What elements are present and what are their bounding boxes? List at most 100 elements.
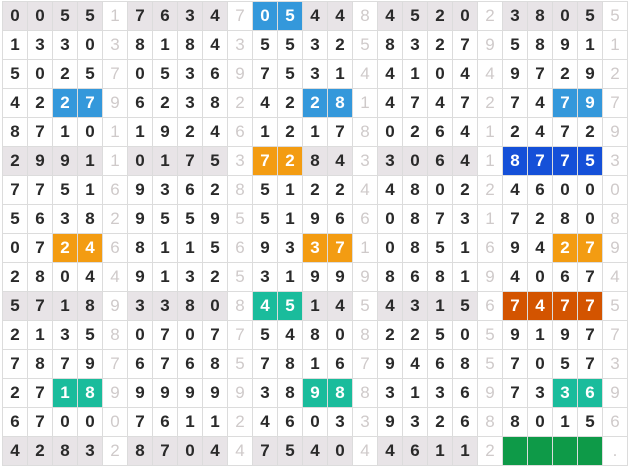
separator-digit-cell: 3 xyxy=(352,146,378,176)
digit-cell: 7 xyxy=(52,349,78,379)
digit-cell: 0 xyxy=(177,320,203,350)
digit-cell: 7 xyxy=(27,291,53,321)
digit-cell: 0 xyxy=(402,146,428,176)
digit-cell: 7 xyxy=(177,146,203,176)
digit-cell: 5 xyxy=(77,320,103,350)
digit-cell: 8 xyxy=(552,204,578,234)
digit-cell: 8 xyxy=(377,30,403,60)
digit-cell: 6 xyxy=(277,407,303,437)
digit-cell: 5 xyxy=(2,59,28,89)
digit-cell: 1 xyxy=(152,30,178,60)
digit-cell: 2 xyxy=(327,175,353,205)
highlighted-digit-cell xyxy=(502,436,528,466)
digit-cell: 7 xyxy=(502,204,528,234)
separator-digit-cell: 8 xyxy=(227,175,253,205)
separator-digit-cell: 7 xyxy=(227,1,253,31)
digit-cell: 3 xyxy=(252,262,278,292)
digit-cell: 6 xyxy=(202,59,228,89)
digit-cell: 5 xyxy=(577,407,603,437)
digit-cell: 0 xyxy=(552,175,578,205)
separator-digit-cell: 2 xyxy=(102,436,128,466)
digit-cell: 3 xyxy=(427,378,453,408)
digit-cell: 3 xyxy=(52,204,78,234)
digit-cell: 1 xyxy=(77,175,103,205)
digit-cell: 7 xyxy=(252,59,278,89)
digit-cell: 9 xyxy=(502,320,528,350)
digit-cell: 5 xyxy=(52,175,78,205)
digit-cell: 8 xyxy=(402,175,428,205)
digit-cell: 5 xyxy=(252,204,278,234)
digit-cell: 1 xyxy=(177,233,203,263)
digit-cell: 7 xyxy=(502,378,528,408)
digit-cell: 0 xyxy=(577,175,603,205)
digit-cell: 0 xyxy=(452,1,478,31)
separator-digit-cell: 6 xyxy=(102,233,128,263)
digit-cell: 3 xyxy=(402,407,428,437)
separator-digit-cell: 8 xyxy=(352,320,378,350)
digit-cell: 8 xyxy=(202,349,228,379)
digit-cell: 2 xyxy=(427,1,453,31)
digit-cell: 2 xyxy=(552,59,578,89)
digit-cell: 9 xyxy=(127,204,153,234)
separator-digit-cell: . xyxy=(602,436,628,466)
digit-cell: 2 xyxy=(327,30,353,60)
digit-cell: 2 xyxy=(377,320,403,350)
digit-cell: 1 xyxy=(302,349,328,379)
digit-cell: 3 xyxy=(402,30,428,60)
digit-cell: 0 xyxy=(202,291,228,321)
separator-digit-cell: 6 xyxy=(352,204,378,234)
separator-digit-cell: 5 xyxy=(602,1,628,31)
digit-cell: 0 xyxy=(552,1,578,31)
digit-cell: 5 xyxy=(402,1,428,31)
digit-cell: 3 xyxy=(527,378,553,408)
digit-cell: 7 xyxy=(427,204,453,234)
digit-cell: 0 xyxy=(377,204,403,234)
separator-digit-cell: 6 xyxy=(227,233,253,263)
digit-cell: 6 xyxy=(177,175,203,205)
digit-cell: 4 xyxy=(302,436,328,466)
digit-cell: 2 xyxy=(402,320,428,350)
separator-digit-cell: 4 xyxy=(102,262,128,292)
separator-digit-cell: 2 xyxy=(477,1,503,31)
digit-cell: 4 xyxy=(427,88,453,118)
separator-digit-cell: 5 xyxy=(352,30,378,60)
highlighted-digit-cell: 7 xyxy=(252,146,278,176)
digit-cell: 9 xyxy=(77,349,103,379)
digit-cell: 1 xyxy=(277,204,303,234)
digit-cell: 0 xyxy=(377,117,403,147)
digit-cell: 6 xyxy=(452,378,478,408)
digit-cell: 2 xyxy=(27,88,53,118)
separator-digit-cell: 1 xyxy=(102,1,128,31)
digit-cell: 4 xyxy=(377,175,403,205)
digit-cell: 7 xyxy=(127,407,153,437)
digit-cell: 4 xyxy=(2,436,28,466)
separator-digit-cell: 2 xyxy=(227,407,253,437)
digit-cell: 6 xyxy=(427,349,453,379)
highlighted-digit-cell: 2 xyxy=(52,88,78,118)
separator-digit-cell: 7 xyxy=(602,320,628,350)
digit-cell: 5 xyxy=(77,1,103,31)
digit-cell: 1 xyxy=(277,262,303,292)
digit-cell: 6 xyxy=(152,1,178,31)
separator-digit-cell: 4 xyxy=(352,59,378,89)
digit-cell: 4 xyxy=(452,146,478,176)
separator-digit-cell: 0 xyxy=(102,407,128,437)
digit-cell: 2 xyxy=(452,175,478,205)
digit-cell: 0 xyxy=(52,407,78,437)
separator-digit-cell: 7 xyxy=(602,88,628,118)
separator-digit-cell: 1 xyxy=(477,204,503,234)
digit-cell: 4 xyxy=(202,30,228,60)
digit-cell: 0 xyxy=(427,59,453,89)
digit-cell: 3 xyxy=(452,204,478,234)
highlighted-digit-cell: 7 xyxy=(502,291,528,321)
digit-cell: 7 xyxy=(27,378,53,408)
separator-digit-cell: 7 xyxy=(102,349,128,379)
digit-cell: 1 xyxy=(577,30,603,60)
separator-digit-cell: 6 xyxy=(602,407,628,437)
highlighted-digit-cell: 7 xyxy=(577,233,603,263)
digit-cell: 1 xyxy=(327,59,353,89)
separator-digit-cell: 8 xyxy=(352,117,378,147)
digit-cell: 1 xyxy=(77,146,103,176)
